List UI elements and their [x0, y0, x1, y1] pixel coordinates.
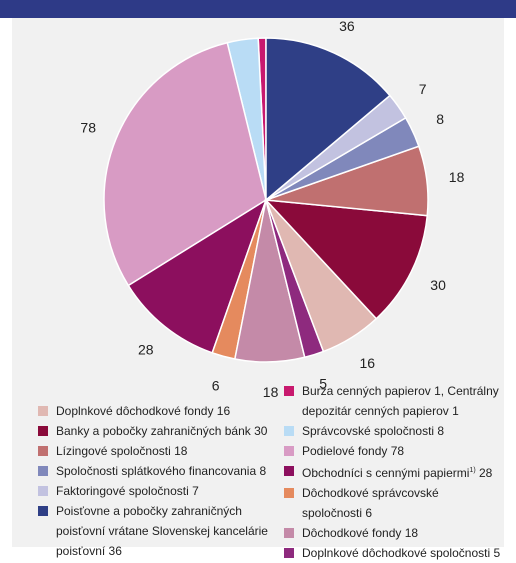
slice-value-label: 7 [419, 81, 427, 97]
legend-item: Banky a pobočky zahraničných bánk 30 [38, 421, 270, 441]
legend-item: Poisťovne a pobočky zahraničných poisťov… [38, 501, 270, 561]
legend-item: Spoločnosti splátkového financovania 8 [38, 461, 270, 481]
legend-left: Doplnkové dôchodkové fondy 16 Banky a pob… [38, 401, 270, 561]
legend-swatch [38, 446, 48, 456]
legend-item: Obchodníci s cennými papiermi1) 28 [284, 461, 502, 483]
legend-item: Lízingové spoločnosti 18 [38, 441, 270, 461]
legend-swatch [38, 506, 48, 516]
pie-slice [264, 199, 429, 320]
slice-value-label: 78 [80, 120, 96, 136]
legend-swatch [284, 446, 294, 456]
slice-value-label: 36 [339, 18, 355, 34]
legend-item: Dôchodkové správcovské spoločnosti 6 [284, 483, 502, 523]
pie-slice [127, 198, 268, 354]
legend-label: Dôchodkové správcovské spoločnosti 6 [302, 486, 439, 520]
legend-swatch [38, 406, 48, 416]
pie-slice [265, 37, 391, 202]
legend-swatch [284, 466, 294, 476]
legend-label: Dôchodkové fondy 18 [302, 526, 419, 540]
chart-panel: 28782861851630188736 Doplnkové dôchodkov… [12, 18, 504, 560]
pie-chart: 28782861851630188736 [80, 18, 465, 400]
legend-swatch [284, 386, 294, 396]
slice-value-label: 5 [319, 375, 327, 391]
legend-item: Burza cenných papierov 1, Centrálny depo… [284, 381, 502, 421]
legend-swatch [284, 488, 294, 498]
legend-label: Lízingové spoločnosti 18 [56, 444, 188, 458]
legend-label: Poisťovne a pobočky zahraničných poisťov… [56, 504, 268, 558]
slice-value-label: 30 [430, 277, 446, 293]
slice-value-label: 8 [436, 111, 444, 127]
legend-label: Obchodníci s cennými papiermi1) 28 [302, 466, 493, 480]
legend-swatch [38, 426, 48, 436]
slice-value-label: 18 [263, 384, 279, 400]
title-bar [0, 0, 516, 18]
legend-label: Spoločnosti splátkového financovania 8 [56, 464, 267, 478]
legend-swatch [284, 426, 294, 436]
legend-item: Doplnkové dôchodkové fondy 16 [38, 401, 270, 421]
legend-label: Burza cenných papierov 1, Centrálny depo… [302, 384, 499, 418]
legend-swatch [284, 548, 294, 558]
legend-label: Podielové fondy 78 [302, 444, 405, 458]
slice-value-label: 18 [449, 169, 465, 185]
slice-value-label: 28 [138, 342, 154, 358]
legend-right: Burza cenných papierov 1, Centrálny depo… [284, 381, 502, 563]
slice-value-label: 16 [360, 355, 376, 371]
legend-item: Podielové fondy 78 [284, 441, 502, 461]
legend-label: Banky a pobočky zahraničných bánk 30 [56, 424, 268, 438]
legend-swatch [38, 466, 48, 476]
legend-item: Správcovské spoločnosti 8 [284, 421, 502, 441]
legend-item: Doplnkové dôchodkové spoločnosti 5 [284, 543, 502, 563]
slice-value-label: 6 [212, 377, 220, 393]
legend-swatch [284, 528, 294, 538]
legend-item: Dôchodkové fondy 18 [284, 523, 502, 543]
legend-swatch [38, 486, 48, 496]
legend-label: Správcovské spoločnosti 8 [302, 424, 445, 438]
legend-label: Doplnkové dôchodkové spoločnosti 5 [302, 546, 501, 560]
legend-label: Faktoringové spoločnosti 7 [56, 484, 199, 498]
legend-label: Doplnkové dôchodkové fondy 16 [56, 404, 231, 418]
legend-item: Faktoringové spoločnosti 7 [38, 481, 270, 501]
